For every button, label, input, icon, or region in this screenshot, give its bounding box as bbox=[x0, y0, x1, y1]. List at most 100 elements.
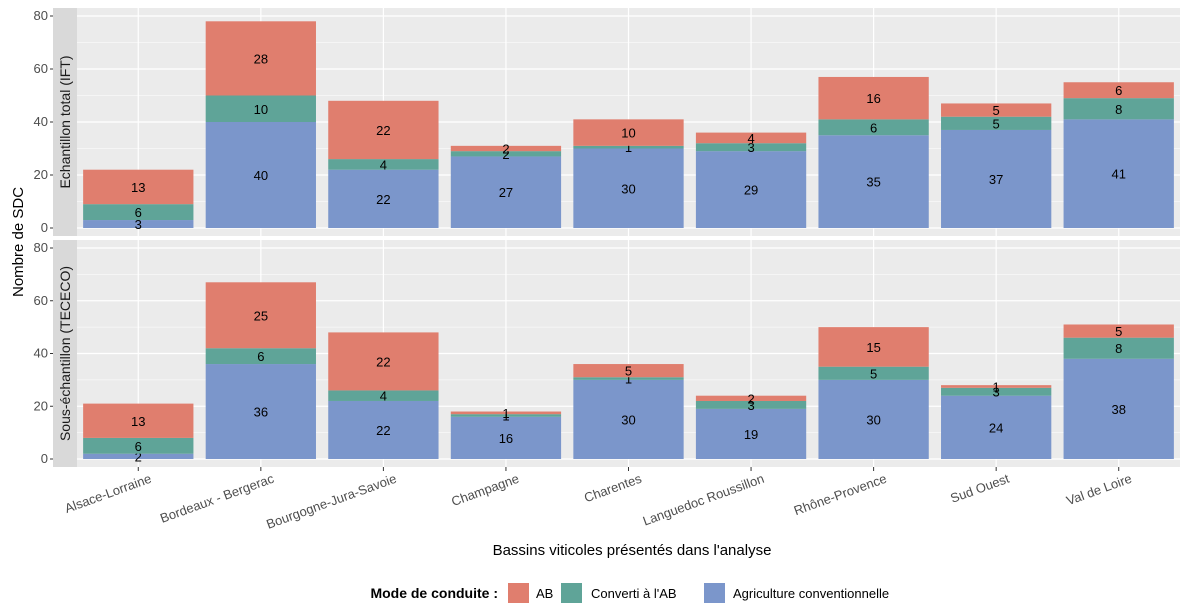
bar-value-label: 8 bbox=[1115, 341, 1122, 356]
y-tick-label: 60 bbox=[34, 293, 48, 308]
bar-value-label: 37 bbox=[989, 172, 1003, 187]
bar-segment bbox=[573, 145, 684, 149]
y-tick-label: 40 bbox=[34, 346, 48, 361]
bar-segment bbox=[1063, 119, 1174, 228]
bar-segment bbox=[205, 95, 316, 122]
y-tick-label: 20 bbox=[34, 398, 48, 413]
legend-key bbox=[704, 583, 725, 603]
bar-value-label: 2 bbox=[502, 147, 509, 162]
bar-segment bbox=[450, 411, 562, 415]
bar-segment bbox=[1063, 358, 1174, 459]
bar-segment bbox=[205, 21, 316, 96]
bar-segment bbox=[328, 159, 439, 170]
bar-segment bbox=[941, 385, 1052, 388]
bar-segment bbox=[328, 169, 439, 228]
legend: Mode de conduite : AB Converti à l'AB Agri… bbox=[370, 583, 889, 603]
x-axis-tick-labels: Alsace-Lorraine Bordeaux - BergeracBourgo… bbox=[63, 467, 1134, 532]
bar-segment bbox=[83, 403, 194, 438]
bar-segment bbox=[1063, 337, 1174, 359]
bar-value-label: 3 bbox=[747, 398, 754, 413]
bar-segment bbox=[1063, 82, 1174, 99]
bar-segment bbox=[205, 122, 316, 228]
x-axis-title: Bassins viticoles présentés dans l'analy… bbox=[493, 542, 772, 559]
facet-strip bbox=[53, 240, 77, 467]
bar-value-label: 1 bbox=[625, 372, 632, 387]
bar-value-label: 4 bbox=[380, 157, 387, 172]
y-tick-label: 40 bbox=[34, 114, 48, 129]
legend-label: Converti à l'AB bbox=[591, 586, 677, 601]
bar-value-label: 2 bbox=[135, 449, 142, 464]
bar-segment bbox=[450, 145, 562, 152]
bar-segment bbox=[450, 416, 562, 459]
bar-value-label: 22 bbox=[376, 192, 390, 207]
legend-items: AB Converti à l'AB Agriculture conventionn… bbox=[508, 583, 889, 603]
x-tick-label: Alsace-Lorraine bbox=[63, 471, 154, 516]
bar-segment bbox=[573, 119, 684, 146]
legend-label: AB bbox=[536, 586, 553, 601]
bar-segment bbox=[695, 143, 807, 152]
bar-segment bbox=[818, 119, 929, 136]
x-tick-label: Languedoc Roussillon bbox=[641, 471, 766, 529]
bar-value-label: 28 bbox=[254, 51, 268, 66]
y-tick-label: 0 bbox=[41, 220, 48, 235]
bar-value-label: 16 bbox=[866, 91, 880, 106]
bar-value-label: 4 bbox=[380, 389, 387, 404]
x-tick-label: Champagne bbox=[449, 471, 521, 509]
bar-value-label: 19 bbox=[744, 427, 758, 442]
bar-value-label: 13 bbox=[131, 180, 145, 195]
bar-segment bbox=[941, 395, 1052, 459]
y-tick-label: 20 bbox=[34, 167, 48, 182]
bar-value-label: 1 bbox=[993, 379, 1000, 394]
bar-segment bbox=[573, 379, 684, 459]
bar-value-label: 29 bbox=[744, 183, 758, 198]
bar-value-label: 22 bbox=[376, 354, 390, 369]
bar-segment bbox=[83, 169, 194, 205]
bar-value-label: 40 bbox=[254, 168, 268, 183]
bar-segment bbox=[573, 148, 684, 228]
y-tick-label: 0 bbox=[41, 451, 48, 466]
bar-segment bbox=[205, 282, 316, 349]
bar-segment bbox=[450, 156, 562, 228]
bar-value-label: 6 bbox=[135, 205, 142, 220]
y-tick-label: 80 bbox=[34, 8, 48, 23]
bar-value-label: 8 bbox=[1115, 102, 1122, 117]
bar-value-label: 38 bbox=[1111, 402, 1125, 417]
bar-value-label: 2 bbox=[502, 142, 509, 157]
bar-segment bbox=[83, 437, 194, 454]
bar-segment bbox=[328, 332, 439, 391]
bar-value-label: 5 bbox=[1115, 324, 1122, 339]
legend-label: Agriculture conventionnelle bbox=[733, 586, 889, 601]
bar-value-label: 10 bbox=[254, 102, 268, 117]
y-axis-title: Nombre de SDC bbox=[10, 187, 27, 297]
facet-strip-label: Echantillon total (IFT) bbox=[57, 55, 73, 188]
bar-value-label: 1 bbox=[502, 406, 509, 421]
x-tick-label: Charentes bbox=[582, 471, 644, 506]
bar-value-label: 41 bbox=[1111, 167, 1125, 182]
bar-value-label: 22 bbox=[376, 123, 390, 138]
bar-value-label: 6 bbox=[870, 120, 877, 135]
bar-segment bbox=[818, 76, 929, 120]
bar-segment bbox=[941, 103, 1052, 117]
bar-value-label: 4 bbox=[747, 131, 754, 146]
bar-value-label: 30 bbox=[621, 181, 635, 196]
bar-segment bbox=[695, 151, 807, 228]
bar-value-label: 36 bbox=[254, 405, 268, 420]
facet-strip bbox=[53, 8, 77, 236]
bar-value-label: 15 bbox=[866, 340, 880, 355]
bar-segment bbox=[83, 220, 194, 228]
bar-value-label: 3 bbox=[993, 385, 1000, 400]
bar-value-label: 3 bbox=[747, 140, 754, 155]
bar-value-label: 27 bbox=[499, 185, 513, 200]
bar-value-label: 5 bbox=[870, 366, 877, 381]
bar-value-label: 1 bbox=[625, 140, 632, 155]
bar-value-label: 6 bbox=[257, 349, 264, 364]
bar-segment bbox=[695, 408, 807, 459]
bar-value-label: 1 bbox=[502, 408, 509, 423]
x-tick-label: Sud Ouest bbox=[948, 471, 1011, 506]
bar-value-label: 6 bbox=[135, 439, 142, 454]
y-tick-label: 80 bbox=[34, 240, 48, 255]
panel-1: 0 20 40 60 80 Echantillon total (IFT) 3 40 22 27 3… bbox=[34, 8, 1180, 236]
facet-strip-label: Sous-échantillon (TECECO) bbox=[57, 266, 73, 441]
x-tick-label: Bourgogne-Jura-Savoie bbox=[264, 471, 398, 532]
